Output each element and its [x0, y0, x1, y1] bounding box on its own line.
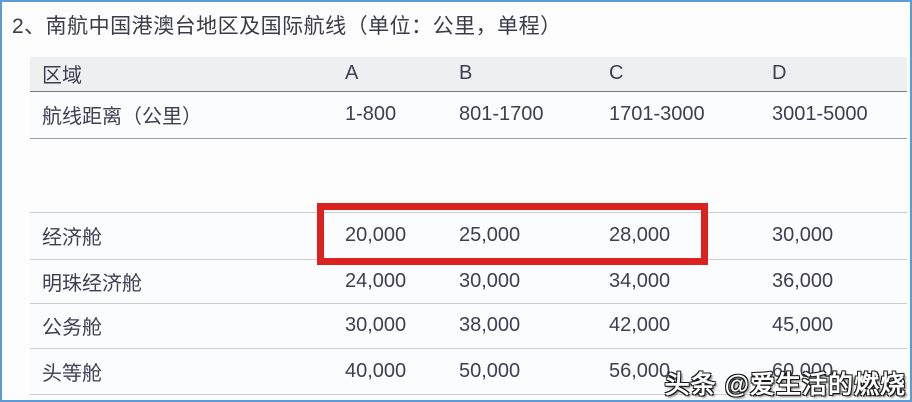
cell-distance-c: 1701-3000	[609, 103, 705, 125]
cell-business-a: 30,000	[345, 314, 407, 336]
cell-pearl-d: 36,000	[772, 269, 834, 292]
cell-pearl-b: 30,000	[459, 269, 521, 292]
mileage-fare-table: 区域 A B C D 航线距离（公里） 1-800 801-1700 1701-…	[30, 57, 907, 395]
table-row-pearl-economy: 明珠经济舱 24,000 30,000 34,000 36,000	[30, 259, 907, 303]
empty-cell	[760, 138, 907, 212]
cell-business-c: 42,000	[609, 314, 671, 336]
cell-first-d: 60,000	[772, 359, 834, 382]
table-header-row: 区域 A B C D	[30, 57, 907, 91]
row-label: 公务舱	[42, 317, 102, 339]
table-row-first-class: 头等舱 40,000 50,000 56,000 60,000	[30, 348, 907, 394]
empty-cell	[447, 138, 597, 212]
column-header-a: A	[345, 62, 359, 85]
cell-economy-c: 28,000	[609, 224, 671, 246]
cell-distance-b: 801-1700	[459, 103, 544, 125]
cell-business-b: 38,000	[459, 314, 521, 336]
table-row-distance: 航线距离（公里） 1-800 801-1700 1701-3000 3001-5…	[30, 91, 907, 138]
page-title: 2、南航中国港澳台地区及国际航线（单位：公里，单程）	[12, 15, 562, 38]
cell-pearl-a: 24,000	[345, 269, 407, 292]
row-label: 头等舱	[42, 362, 102, 385]
cell-first-c: 56,000	[609, 359, 671, 382]
column-header-b: B	[459, 62, 473, 85]
cell-distance-a: 1-800	[345, 103, 397, 125]
cell-economy-a: 20,000	[345, 224, 407, 246]
column-header-c: C	[609, 62, 624, 85]
empty-cell	[333, 138, 447, 212]
column-header-d: D	[772, 62, 787, 85]
cell-first-a: 40,000	[345, 359, 407, 382]
cell-economy-b: 25,000	[459, 224, 521, 246]
cell-economy-d: 30,000	[772, 224, 834, 246]
toutiao-watermark: 头条 @爱生活的燃烧	[664, 371, 906, 399]
column-header-region: 区域	[42, 65, 82, 88]
cell-distance-d: 3001-5000	[772, 103, 868, 125]
table-row-business: 公务舱 30,000 38,000 42,000 45,000	[30, 303, 907, 348]
cell-first-b: 50,000	[459, 359, 521, 382]
empty-cell	[30, 138, 333, 212]
empty-cell	[597, 138, 760, 212]
table-row-economy: 经济舱 20,000 25,000 28,000 30,000	[30, 212, 907, 259]
cell-business-d: 45,000	[772, 314, 834, 336]
table-row-empty	[30, 138, 907, 212]
row-label: 航线距离（公里）	[42, 106, 202, 128]
row-label: 明珠经济舱	[42, 272, 142, 295]
cell-pearl-c: 34,000	[609, 269, 671, 292]
row-label: 经济舱	[42, 227, 102, 249]
